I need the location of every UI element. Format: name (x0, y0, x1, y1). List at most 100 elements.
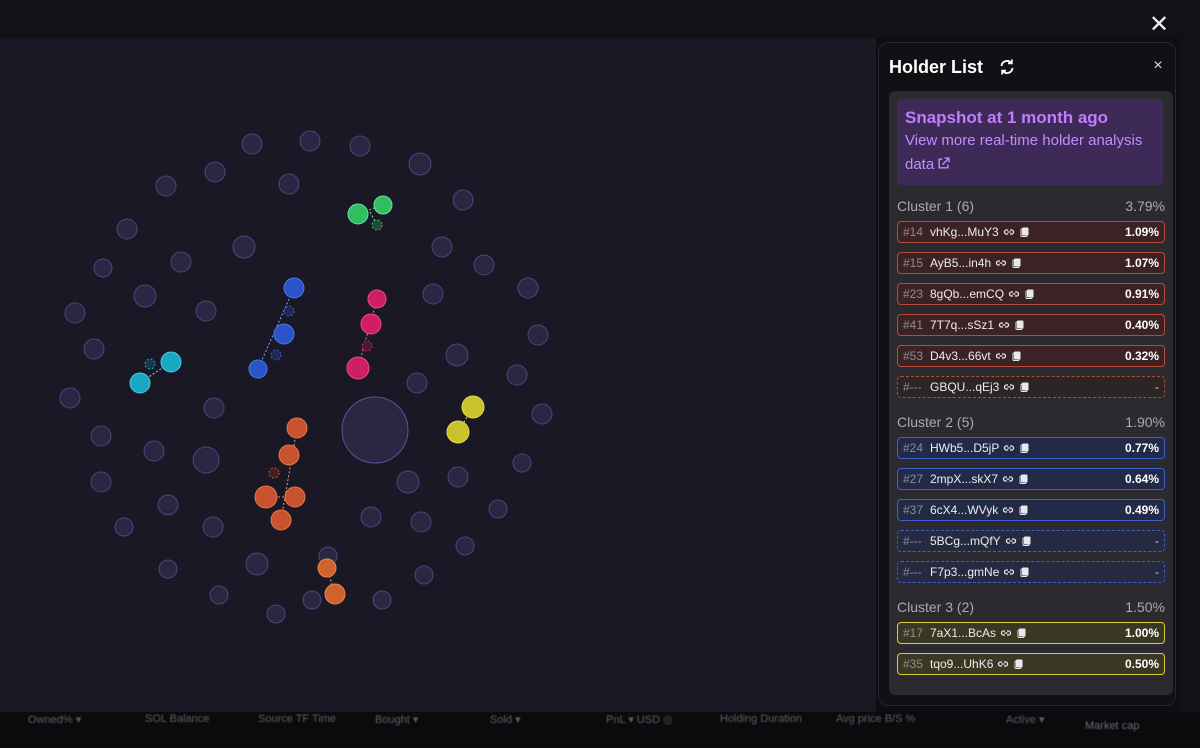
link-icon[interactable] (995, 257, 1007, 269)
holder-bubble[interactable] (527, 324, 549, 346)
copy-icon[interactable] (1019, 566, 1031, 578)
holder-row[interactable]: #23 8gQb...emCQ 0.91% (897, 283, 1165, 305)
holder-bubble[interactable] (447, 466, 469, 488)
holder-bubble[interactable] (445, 343, 469, 367)
holder-bubble[interactable] (266, 604, 286, 624)
holder-bubble[interactable] (158, 559, 178, 579)
cluster-bubble[interactable] (248, 359, 268, 379)
copy-icon[interactable] (1014, 319, 1026, 331)
bubble-map-canvas[interactable] (0, 38, 876, 724)
holder-bubble[interactable] (414, 565, 434, 585)
holder-bubble[interactable] (59, 387, 81, 409)
holder-bubble[interactable] (232, 235, 256, 259)
holder-row[interactable]: #14 vhKg...MuY3 1.09% (897, 221, 1165, 243)
holder-row[interactable]: #17 7aX1...BcAs 1.00% (897, 622, 1165, 644)
bubble-map-svg[interactable] (0, 38, 876, 718)
holder-bubble[interactable] (302, 590, 322, 610)
cluster-header[interactable]: Cluster 2 (5) 1.90% (889, 407, 1173, 437)
holder-bubble[interactable] (408, 152, 432, 176)
copy-icon[interactable] (1019, 381, 1031, 393)
copy-icon[interactable] (1011, 350, 1023, 362)
cluster-bubble[interactable] (129, 372, 151, 394)
holder-bubble[interactable] (202, 516, 224, 538)
copy-icon[interactable] (1013, 658, 1025, 670)
link-icon[interactable] (1003, 566, 1015, 578)
link-icon[interactable] (998, 319, 1010, 331)
realtime-analysis-link[interactable]: View more real-time holder analysis data (905, 129, 1155, 177)
copy-icon[interactable] (1021, 535, 1033, 547)
holder-bubble[interactable] (488, 499, 508, 519)
holder-bubble[interactable] (204, 161, 226, 183)
copy-icon[interactable] (1024, 288, 1036, 300)
cluster-bubble[interactable] (283, 305, 295, 317)
holder-bubble[interactable] (64, 302, 86, 324)
cluster-header[interactable]: Cluster 3 (2) 1.50% (889, 592, 1173, 622)
holder-bubble[interactable] (245, 552, 269, 576)
holder-list-scroll[interactable]: Snapshot at 1 month ago View more real-t… (889, 91, 1173, 695)
holder-row[interactable]: #--- F7p3...gmNe - (897, 561, 1165, 583)
link-icon[interactable] (1003, 381, 1015, 393)
holder-bubble[interactable] (157, 494, 179, 516)
holder-bubble[interactable] (422, 283, 444, 305)
holder-bubble[interactable] (396, 470, 420, 494)
copy-icon[interactable] (1019, 226, 1031, 238)
holder-bubble[interactable] (133, 284, 157, 308)
cluster-bubble[interactable] (286, 417, 308, 439)
copy-icon[interactable] (1018, 473, 1030, 485)
cluster-bubble[interactable] (360, 313, 382, 335)
holder-bubble[interactable] (517, 277, 539, 299)
cluster-bubble[interactable] (317, 558, 337, 578)
cluster-bubble[interactable] (144, 358, 156, 370)
holder-bubble[interactable] (143, 440, 165, 462)
holder-bubble[interactable] (241, 133, 263, 155)
holder-bubble[interactable] (349, 135, 371, 157)
cluster-bubble[interactable] (347, 203, 369, 225)
holder-bubble[interactable] (512, 453, 532, 473)
holder-bubble[interactable] (155, 175, 177, 197)
cluster-bubble[interactable] (446, 420, 470, 444)
copy-icon[interactable] (1016, 627, 1028, 639)
cluster-bubble[interactable] (324, 583, 346, 605)
cluster-bubble[interactable] (268, 467, 280, 479)
holder-bubble[interactable] (90, 471, 112, 493)
holder-bubble[interactable] (116, 218, 138, 240)
cluster-bubble[interactable] (373, 195, 393, 215)
cluster-bubble[interactable] (284, 486, 306, 508)
holder-row[interactable]: #27 2mpX...skX7 0.64% (897, 468, 1165, 490)
holder-bubble[interactable] (506, 364, 528, 386)
cluster-bubble[interactable] (346, 356, 370, 380)
cluster-bubble[interactable] (273, 323, 295, 345)
holder-bubble[interactable] (192, 446, 220, 474)
holder-row[interactable]: #24 HWb5...D5jP 0.77% (897, 437, 1165, 459)
holder-bubble[interactable] (531, 403, 553, 425)
holder-bubble[interactable] (410, 511, 432, 533)
holder-bubble[interactable] (203, 397, 225, 419)
panel-close-button[interactable]: × (1153, 57, 1163, 74)
copy-icon[interactable] (1018, 504, 1030, 516)
cluster-bubble[interactable] (254, 485, 278, 509)
link-icon[interactable] (1003, 226, 1015, 238)
link-icon[interactable] (995, 350, 1007, 362)
cluster-bubble[interactable] (367, 289, 387, 309)
main-pool-bubble[interactable] (341, 396, 409, 464)
holder-bubble[interactable] (209, 585, 229, 605)
link-icon[interactable] (1002, 473, 1014, 485)
holder-row[interactable]: #53 D4v3...66vt 0.32% (897, 345, 1165, 367)
link-icon[interactable] (1003, 442, 1015, 454)
holder-row[interactable]: #--- GBQU...qEj3 - (897, 376, 1165, 398)
holder-bubble[interactable] (372, 590, 392, 610)
cluster-bubble[interactable] (270, 349, 282, 361)
holder-bubble[interactable] (170, 251, 192, 273)
link-icon[interactable] (997, 658, 1009, 670)
holder-row[interactable]: #37 6cX4...WVyk 0.49% (897, 499, 1165, 521)
holder-bubble[interactable] (195, 300, 217, 322)
holder-bubble[interactable] (455, 536, 475, 556)
holder-bubble[interactable] (90, 425, 112, 447)
copy-icon[interactable] (1011, 257, 1023, 269)
holder-bubble[interactable] (406, 372, 428, 394)
holder-bubble[interactable] (278, 173, 300, 195)
holder-bubble[interactable] (93, 258, 113, 278)
cluster-bubble[interactable] (461, 395, 485, 419)
holder-bubble[interactable] (431, 236, 453, 258)
holder-row[interactable]: #15 AyB5...in4h 1.07% (897, 252, 1165, 274)
